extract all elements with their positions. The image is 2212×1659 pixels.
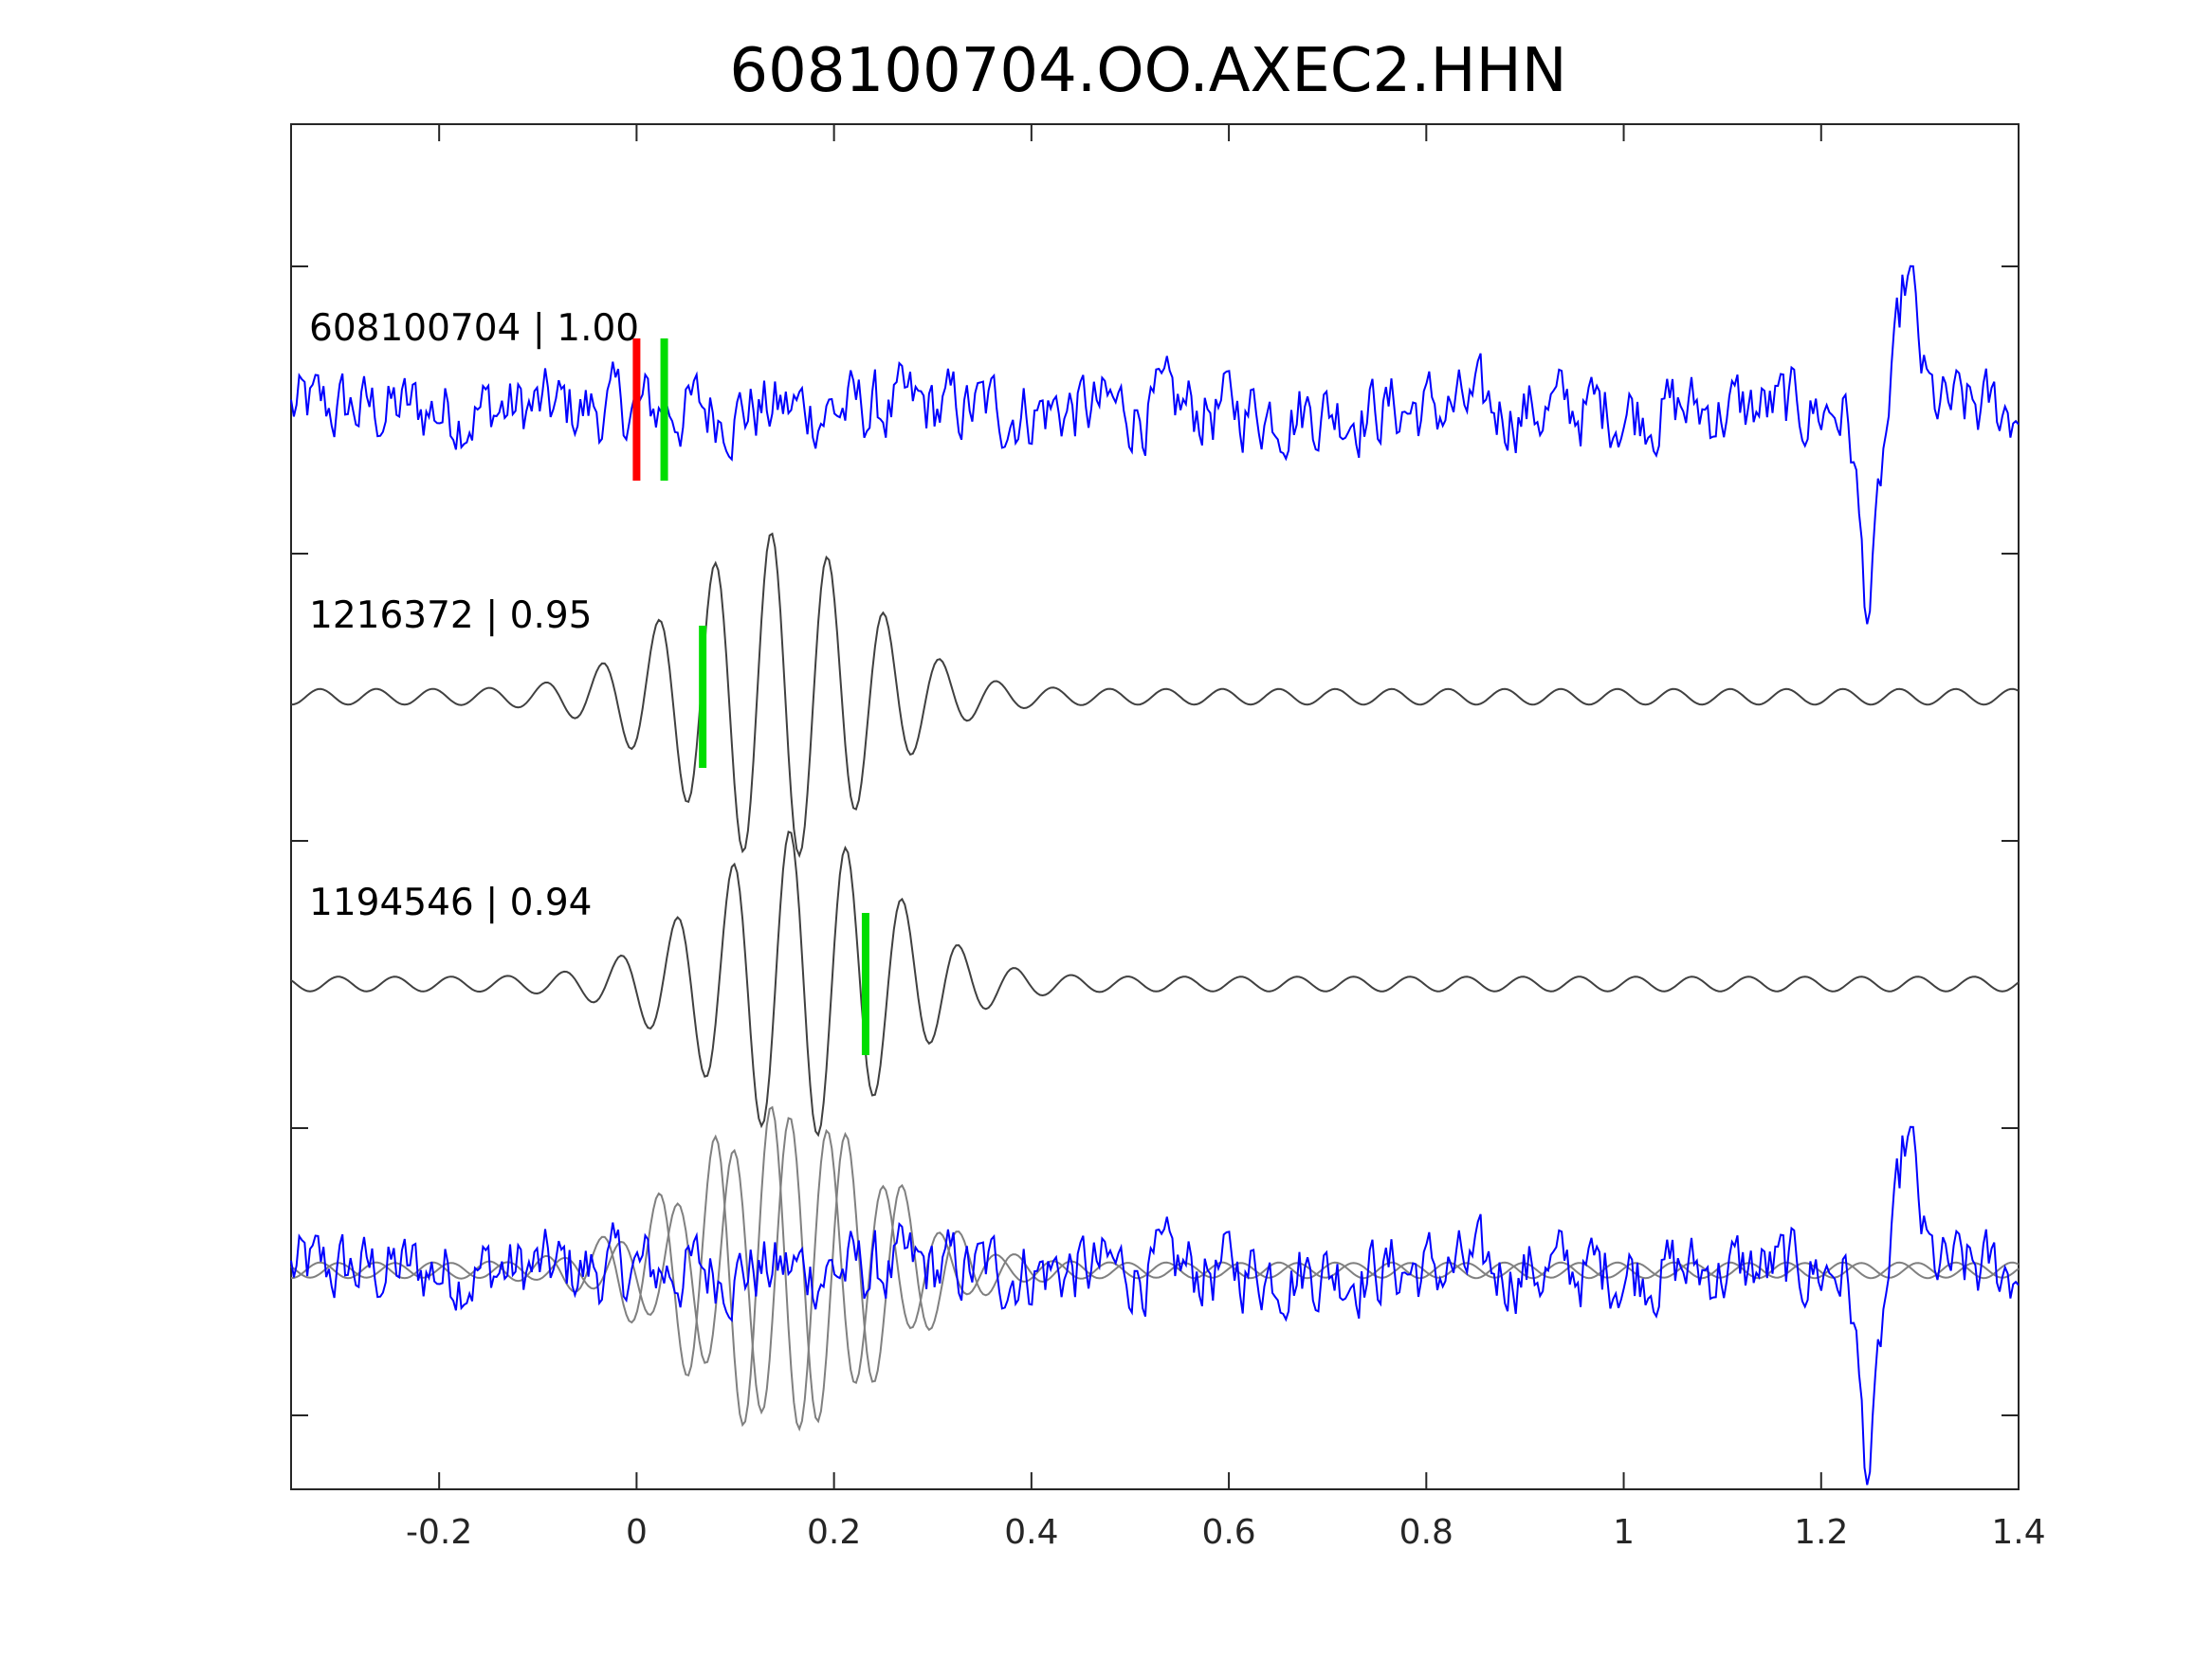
trace-1-waveform [290,532,2020,859]
x-tick-label: 0.6 [1201,1513,1255,1552]
x-tick-label: 0.4 [1004,1513,1058,1552]
x-tick-label: 1.4 [1991,1513,2045,1552]
axis-ticks [291,124,2020,1489]
trace-label: 1194546 | 0.94 [309,882,592,924]
overlay-waveform-1 [290,1105,2020,1432]
trace-0-waveform [290,264,2020,625]
x-tick-label: 0 [626,1513,648,1552]
pick-markers [632,338,869,1055]
x-tick-label: 0.8 [1399,1513,1453,1552]
trace-2-waveform [290,830,2020,1138]
traces-group [290,264,2020,1486]
trace-label: 1216372 | 0.95 [309,594,592,637]
chart-title: 608100704.OO.AXEC2.HHN [729,36,1566,106]
x-tick-label: 1 [1613,1513,1635,1552]
x-tick-labels: -0.2 0 0.2 0.4 0.6 0.8 1 1.2 1.4 [406,1513,2046,1552]
x-tick-label: 0.2 [807,1513,861,1552]
overlay-waveform-0 [290,1125,2020,1486]
x-tick-label: -0.2 [406,1513,472,1552]
x-tick-label: 1.2 [1794,1513,1848,1552]
trace-label: 608100704 | 1.00 [309,307,639,350]
plot-frame [290,123,2020,1490]
trace-labels: 608100704 | 1.00 1216372 | 0.95 1194546 | … [309,307,639,924]
